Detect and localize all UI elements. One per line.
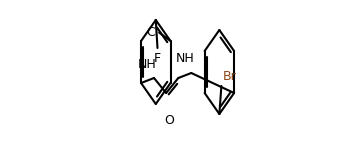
Text: Br: Br [223, 70, 236, 83]
Text: F: F [154, 52, 161, 65]
Text: Cl: Cl [146, 26, 158, 39]
Text: NH: NH [138, 57, 157, 71]
Text: NH: NH [175, 52, 194, 66]
Text: O: O [164, 113, 174, 127]
